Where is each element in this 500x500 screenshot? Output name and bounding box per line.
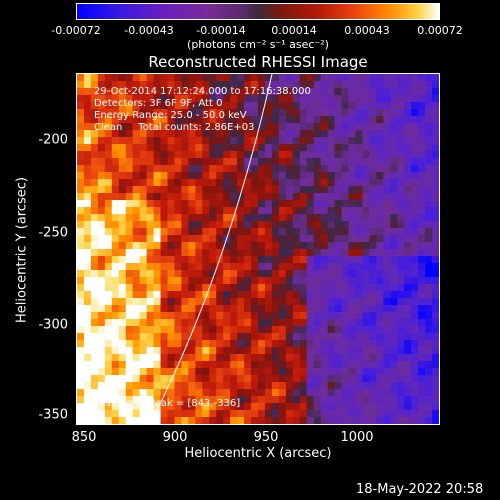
x-tick-label: 950 [253, 430, 279, 445]
colorbar-tick: 0.00014 [271, 24, 317, 37]
y-tick-label: -350 [38, 407, 68, 423]
x-tick-label: 850 [71, 430, 97, 445]
colorbar-tick: -0.00072 [51, 24, 101, 37]
x-tick-label: 900 [162, 430, 188, 445]
y-tick-label: -250 [38, 225, 68, 241]
info-detectors: Detectors: 3F 6F 9F, Att 0 [94, 98, 223, 109]
colorbar-tick: 0.00072 [417, 24, 463, 37]
solar-limb-line [149, 74, 273, 424]
image-plot-area [76, 73, 440, 425]
info-time-range: 29-Oct-2014 17:12:24.000 to 17:16:38.000 [94, 86, 311, 97]
x-tick-label: 1000 [340, 430, 374, 445]
timestamp: 18-May-2022 20:58 [356, 482, 484, 497]
colorbar-tick: -0.00014 [196, 24, 246, 37]
colorbar [76, 3, 440, 20]
colorbar-tick: -0.00043 [124, 24, 174, 37]
y-tick-label: -200 [38, 132, 68, 148]
colorbar-unit: (photons cm⁻² s⁻¹ asec⁻²) [187, 38, 329, 51]
y-axis-label: Heliocentric Y (arcsec) [14, 177, 30, 323]
info-clean-counts: Clean Total counts: 2.86E+03 [94, 122, 255, 133]
colorbar-tick: 0.00043 [344, 24, 390, 37]
heatmap-image [77, 74, 439, 424]
peak-position: Position of Peak = [843,-336] [94, 398, 241, 409]
x-axis-label: Heliocentric X (arcsec) [184, 446, 332, 461]
y-tick-label: -300 [38, 317, 68, 333]
plot-title: Reconstructed RHESSI Image [148, 53, 368, 71]
info-energy-range: Energy Range: 25.0 - 50.0 keV [94, 110, 247, 121]
